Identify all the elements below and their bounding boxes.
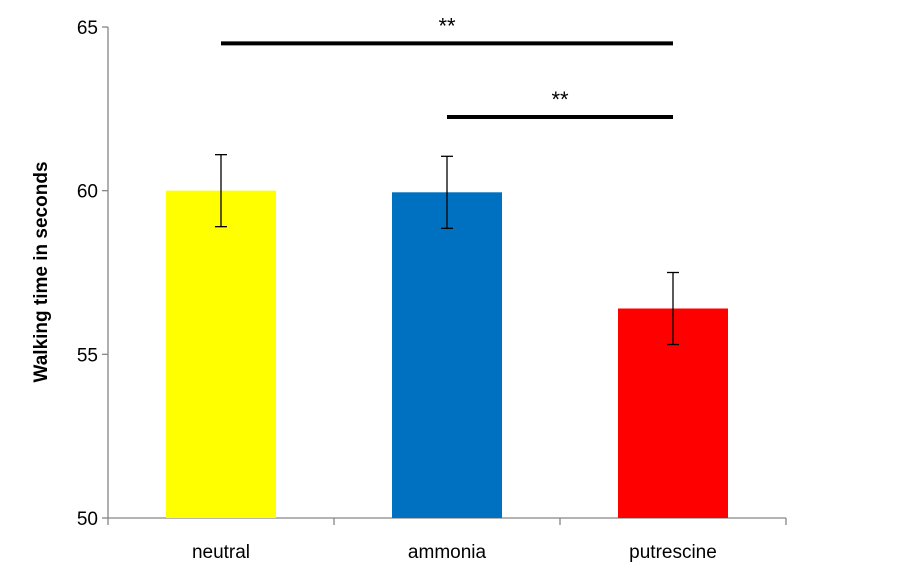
significance-label-2: ** — [551, 87, 569, 112]
bar-ammonia — [392, 192, 502, 518]
significance-label-1: ** — [438, 13, 456, 38]
y-tick-label: 60 — [77, 182, 98, 203]
y-tick-label: 65 — [77, 18, 98, 39]
plot-area: 50 55 60 65 neutral ammonia putrescine ** ** — [77, 13, 787, 563]
y-tick-label: 50 — [77, 509, 98, 530]
bar-neutral — [166, 190, 276, 518]
y-axis-label: Walking time in seconds — [31, 161, 52, 382]
x-tick-label-neutral: neutral — [192, 542, 250, 563]
x-tick-label-putrescine: putrescine — [629, 542, 717, 563]
y-tick-label: 55 — [77, 345, 98, 366]
x-tick-label-ammonia: ammonia — [408, 542, 487, 563]
